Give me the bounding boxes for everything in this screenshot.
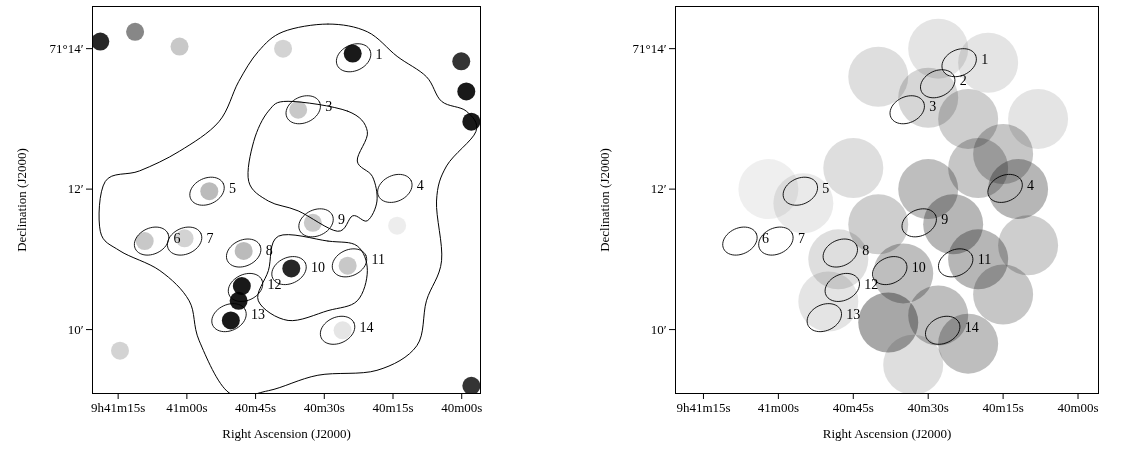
svg-text:7: 7 bbox=[798, 231, 805, 246]
svg-text:1: 1 bbox=[981, 52, 988, 67]
svg-text:40m45s: 40m45s bbox=[235, 400, 276, 415]
svg-text:4: 4 bbox=[417, 178, 424, 193]
svg-text:10′: 10′ bbox=[651, 322, 667, 337]
svg-text:8: 8 bbox=[862, 243, 869, 258]
svg-text:40m00s: 40m00s bbox=[441, 400, 482, 415]
svg-text:Declination (J2000): Declination (J2000) bbox=[14, 148, 29, 252]
svg-text:9: 9 bbox=[941, 212, 948, 227]
svg-text:5: 5 bbox=[229, 181, 236, 196]
svg-text:40m15s: 40m15s bbox=[983, 400, 1024, 415]
svg-text:40m30s: 40m30s bbox=[304, 400, 345, 415]
svg-text:Right Ascension (J2000): Right Ascension (J2000) bbox=[823, 426, 952, 441]
svg-text:2: 2 bbox=[960, 73, 967, 88]
svg-text:7: 7 bbox=[207, 231, 214, 246]
svg-text:13: 13 bbox=[846, 307, 860, 322]
svg-text:3: 3 bbox=[325, 99, 332, 114]
svg-text:41m00s: 41m00s bbox=[758, 400, 799, 415]
svg-text:Declination (J2000): Declination (J2000) bbox=[597, 148, 612, 252]
svg-text:12: 12 bbox=[268, 277, 282, 292]
svg-text:8: 8 bbox=[266, 243, 273, 258]
svg-text:4: 4 bbox=[1027, 178, 1034, 193]
svg-text:40m00s: 40m00s bbox=[1057, 400, 1098, 415]
svg-text:5: 5 bbox=[822, 181, 829, 196]
svg-text:40m45s: 40m45s bbox=[833, 400, 874, 415]
svg-text:1: 1 bbox=[376, 47, 383, 62]
svg-text:9h41m15s: 9h41m15s bbox=[676, 400, 730, 415]
svg-text:12′: 12′ bbox=[68, 181, 84, 196]
svg-text:10: 10 bbox=[912, 260, 926, 275]
svg-text:6: 6 bbox=[762, 231, 769, 246]
svg-text:41m00s: 41m00s bbox=[166, 400, 207, 415]
svg-text:10: 10 bbox=[311, 260, 325, 275]
svg-text:12′: 12′ bbox=[651, 181, 667, 196]
svg-text:11: 11 bbox=[371, 252, 384, 267]
svg-text:11: 11 bbox=[978, 252, 991, 267]
svg-text:9h41m15s: 9h41m15s bbox=[91, 400, 145, 415]
svg-text:Right Ascension (J2000): Right Ascension (J2000) bbox=[222, 426, 351, 441]
svg-text:3: 3 bbox=[929, 99, 936, 114]
svg-text:12: 12 bbox=[864, 277, 878, 292]
svg-text:40m30s: 40m30s bbox=[908, 400, 949, 415]
svg-text:13: 13 bbox=[251, 307, 265, 322]
svg-text:14: 14 bbox=[360, 320, 374, 335]
svg-text:14: 14 bbox=[965, 320, 979, 335]
svg-text:9: 9 bbox=[338, 212, 345, 227]
svg-text:40m15s: 40m15s bbox=[372, 400, 413, 415]
svg-text:10′: 10′ bbox=[68, 322, 84, 337]
svg-text:71°14′: 71°14′ bbox=[49, 41, 83, 56]
svg-text:71°14′: 71°14′ bbox=[632, 41, 666, 56]
svg-text:6: 6 bbox=[174, 231, 181, 246]
